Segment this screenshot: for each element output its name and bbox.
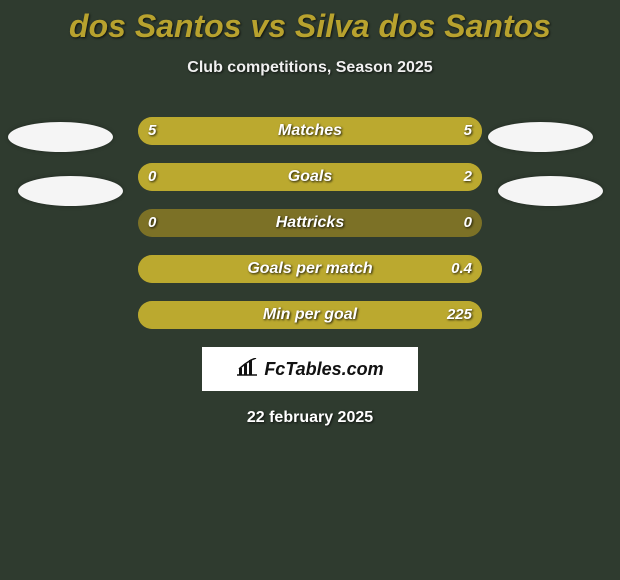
stat-value-right: 0.4 — [451, 255, 472, 283]
stat-value-right: 5 — [464, 117, 472, 145]
bar-track — [138, 209, 482, 237]
bar-left — [138, 117, 310, 145]
stat-row: 225Min per goal — [0, 301, 620, 329]
stat-row: 00Hattricks — [0, 209, 620, 237]
bar-track — [138, 255, 482, 283]
bar-right — [138, 255, 482, 283]
bar-track — [138, 301, 482, 329]
page-title: dos Santos vs Silva dos Santos — [0, 0, 620, 45]
bar-right — [200, 163, 482, 191]
comparison-infographic: dos Santos vs Silva dos Santos Club comp… — [0, 0, 620, 580]
stat-row: 55Matches — [0, 117, 620, 145]
bar-right — [310, 117, 482, 145]
stat-value-left: 5 — [148, 117, 156, 145]
logo-text: FcTables.com — [264, 359, 383, 380]
stat-value-left: 0 — [148, 163, 156, 191]
stat-value-right: 225 — [447, 301, 472, 329]
logo-box: FcTables.com — [202, 347, 418, 391]
stat-value-right: 0 — [464, 209, 472, 237]
stat-value-left: 0 — [148, 209, 156, 237]
stat-value-right: 2 — [464, 163, 472, 191]
bar-track — [138, 117, 482, 145]
bar-right — [138, 301, 482, 329]
stat-row: 02Goals — [0, 163, 620, 191]
stat-row: 0.4Goals per match — [0, 255, 620, 283]
bar-chart-icon — [236, 358, 258, 381]
date-label: 22 february 2025 — [0, 409, 620, 427]
bar-track — [138, 163, 482, 191]
subtitle: Club competitions, Season 2025 — [0, 59, 620, 77]
